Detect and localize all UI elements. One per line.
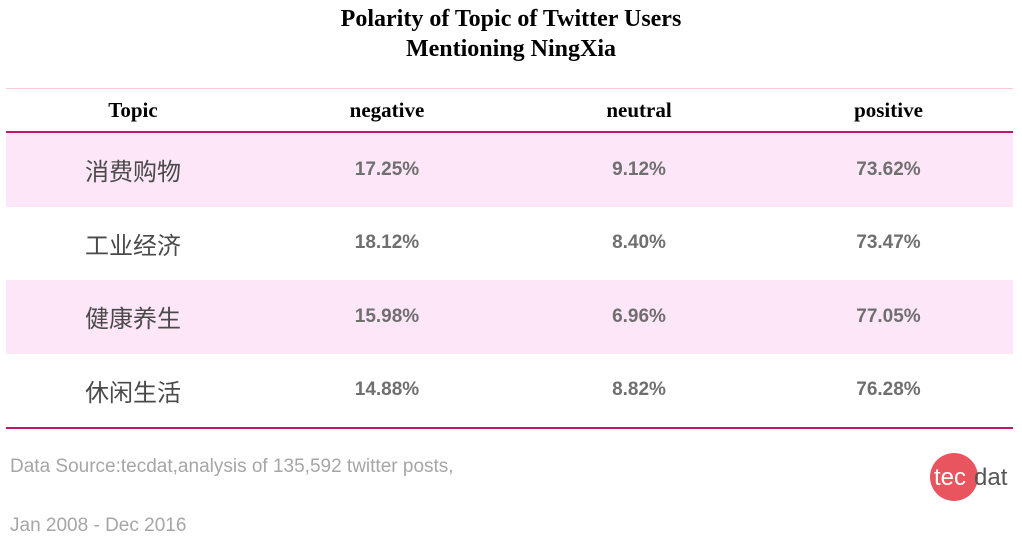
logo-circle	[930, 453, 978, 501]
table-bottom-rule	[6, 427, 1013, 429]
positive-cell: 73.62%	[856, 158, 921, 180]
positive-cell: 76.28%	[856, 379, 921, 401]
topic-cell: 健康养生	[85, 305, 181, 334]
chart-title-line-1: Polarity of Topic of Twitter Users	[340, 6, 682, 32]
neutral-cell: 9.12%	[612, 158, 666, 180]
negative-cell: 17.25%	[354, 158, 420, 180]
logo-text-part2: dat	[974, 464, 1008, 491]
column-header-negative: negative	[349, 97, 425, 122]
column-header-topic: Topic	[108, 97, 158, 122]
polarity-table: Topic negative neutral positive 消费购物 17.…	[6, 88, 1013, 429]
positive-cell: 77.05%	[856, 305, 921, 327]
topic-cell: 消费购物	[85, 158, 181, 187]
data-source-line-2: Jan 2008 - Dec 2016	[10, 515, 187, 536]
neutral-cell: 6.96%	[612, 305, 666, 327]
chart-title-line-2: Mentioning NingXia	[405, 36, 617, 62]
table-row: 健康养生 15.98% 6.96% 77.05%	[6, 280, 1013, 354]
data-source-line-1: Data Source:tecdat,analysis of 135,592 t…	[10, 456, 454, 477]
column-header-neutral: neutral	[606, 97, 672, 122]
negative-cell: 15.98%	[354, 305, 420, 327]
column-header-positive: positive	[854, 97, 923, 122]
chart-title: Polarity of Topic of Twitter Users Menti…	[0, 4, 1022, 64]
table-row: 休闲生活 14.88% 8.82% 76.28%	[6, 354, 1013, 428]
topic-cell: 休闲生活	[85, 378, 181, 407]
negative-cell: 18.12%	[354, 232, 420, 254]
table-row: 消费购物 17.25% 9.12% 73.62%	[6, 133, 1013, 207]
neutral-cell: 8.40%	[612, 232, 666, 254]
table-top-rule	[6, 88, 1013, 89]
negative-cell: 14.88%	[354, 379, 420, 401]
table-row: 工业经济 18.12% 8.40% 73.47%	[6, 207, 1013, 281]
neutral-cell: 8.82%	[612, 379, 666, 401]
topic-cell: 工业经济	[85, 231, 181, 260]
logo-text-part1: tec	[934, 464, 966, 491]
table-header-row: Topic negative neutral positive	[6, 89, 1013, 133]
positive-cell: 73.47%	[856, 232, 921, 254]
tecdat-logo: tec dat	[930, 453, 1008, 501]
